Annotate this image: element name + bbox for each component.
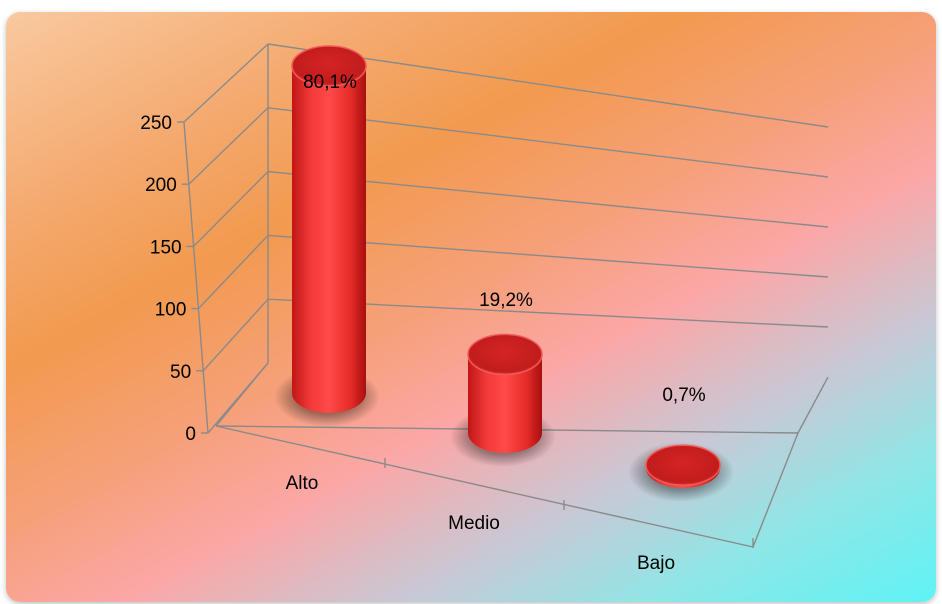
- y-tick-label: 150: [150, 237, 182, 258]
- axis-layer: 0 50 100 150 200 250: [140, 113, 829, 548]
- bar-top-alto: [291, 45, 367, 87]
- bar-alto: [292, 65, 366, 414]
- data-label: 19,2%: [479, 290, 533, 311]
- chart-area: [6, 12, 936, 602]
- bar-top-bajo: [645, 444, 721, 486]
- gridline: [202, 298, 269, 372]
- data-label: 0,7%: [662, 385, 705, 406]
- bar-medio: [468, 354, 542, 453]
- y-tick-label: 200: [145, 175, 177, 196]
- gridline: [193, 171, 269, 247]
- y-tick-label: 100: [155, 300, 187, 321]
- floor-edge: [752, 432, 799, 548]
- bar-layer: [274, 45, 734, 502]
- x-tick-label: Alto: [286, 473, 319, 494]
- gridline: [197, 234, 269, 310]
- bar-top-medio: [467, 333, 543, 376]
- y-tick-label: 50: [170, 362, 191, 383]
- y-tick-label: 0: [185, 424, 196, 445]
- x-axis: [215, 425, 754, 548]
- floor-edge: [797, 376, 829, 434]
- gridline: [188, 107, 269, 185]
- y-axis: [183, 121, 209, 434]
- x-tick-label: Bajo: [637, 553, 675, 574]
- label-layer: Alto 80,1% Medio 19,2% Bajo 0,7%: [286, 72, 706, 574]
- data-label: 80,1%: [303, 72, 357, 93]
- x-tick-label: Medio: [448, 513, 500, 534]
- floor-edge: [215, 362, 269, 427]
- y-tick-label: 250: [140, 113, 172, 134]
- gridline: [183, 43, 269, 123]
